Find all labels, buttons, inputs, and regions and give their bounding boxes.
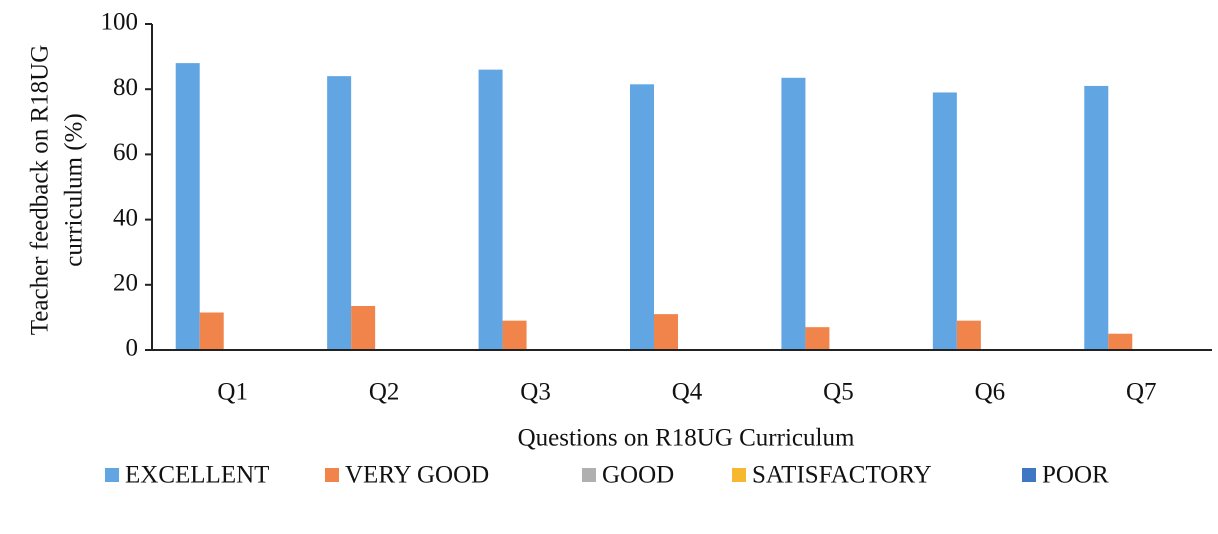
bar — [327, 76, 352, 350]
x-tick-label: Q2 — [369, 379, 400, 406]
bar — [175, 63, 200, 351]
x-tick-label: Q4 — [672, 379, 703, 406]
x-tick-label: Q7 — [1126, 379, 1157, 406]
x-tick-label: Q5 — [823, 379, 854, 406]
x-tick-label: Q1 — [217, 379, 248, 406]
legend-swatch — [1022, 468, 1036, 482]
bar — [781, 77, 806, 350]
y-tick-label: 20 — [113, 270, 138, 297]
legend-label: POOR — [1042, 462, 1109, 489]
bar — [1108, 333, 1133, 350]
y-axis-label: curriculum (%) — [61, 113, 88, 266]
y-tick-label: 100 — [101, 9, 139, 36]
bar — [502, 320, 527, 350]
y-tick-label: 0 — [126, 335, 139, 362]
y-tick-label: 80 — [113, 74, 138, 101]
bar — [654, 314, 678, 350]
bar — [199, 312, 224, 350]
x-axis-label: Questions on R18UG Curriculum — [518, 425, 855, 452]
bar — [805, 327, 830, 350]
legend-swatch — [732, 468, 746, 482]
y-axis-label: Teacher feedback on R18UG — [27, 45, 54, 335]
legend-label: SATISFACTORY — [752, 462, 932, 489]
legend-swatch — [582, 468, 596, 482]
legend-swatch — [105, 468, 119, 482]
x-tick-label: Q6 — [975, 379, 1006, 406]
y-tick-label: 60 — [113, 139, 138, 166]
bar — [1084, 85, 1109, 350]
bar — [478, 69, 503, 350]
bar — [630, 84, 654, 350]
y-tick-label: 40 — [113, 204, 138, 231]
legend-label: VERY GOOD — [345, 462, 489, 489]
bar — [351, 305, 376, 350]
legend-label: GOOD — [602, 462, 674, 489]
x-tick-label: Q3 — [520, 379, 551, 406]
legend-label: EXCELLENT — [125, 462, 269, 489]
bar — [956, 320, 981, 350]
legend-swatch — [325, 468, 339, 482]
bar — [932, 92, 957, 351]
